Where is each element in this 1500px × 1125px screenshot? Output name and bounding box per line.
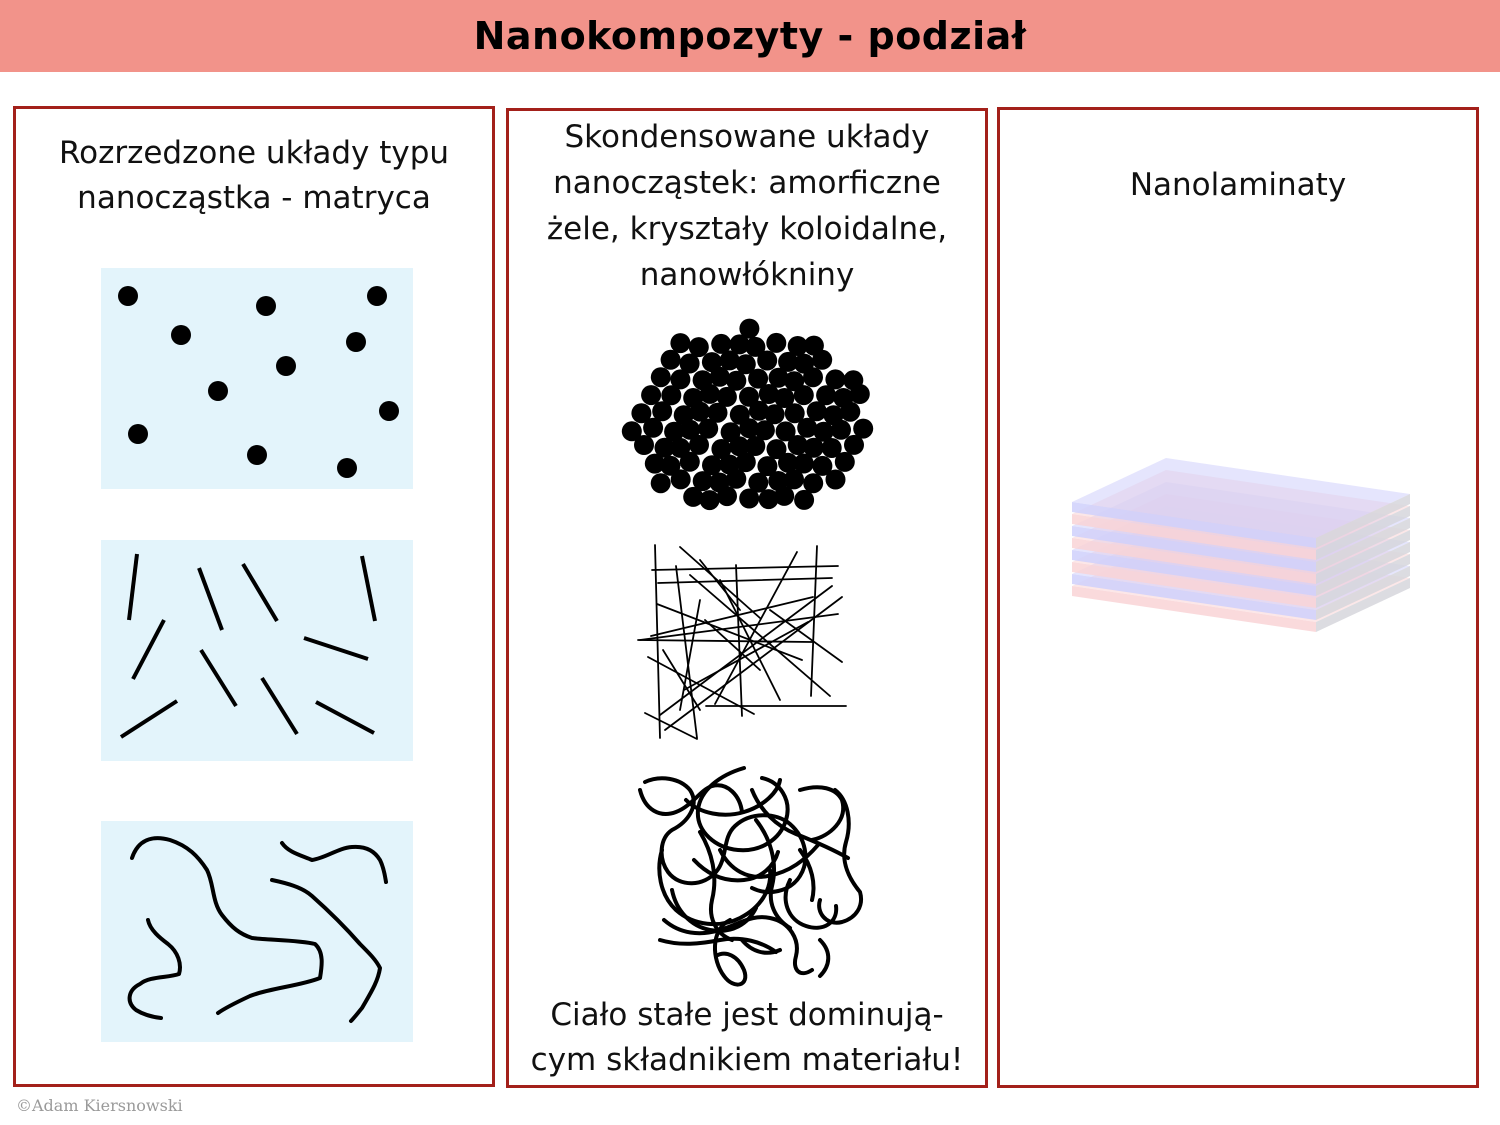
dispersed-rods-icon [101,540,413,761]
layer-stack-icon [1072,458,1410,632]
heading-line: Skondensowane układy [564,119,930,155]
panel-laminates-heading: Nanolaminaty [1129,167,1347,203]
heading-line: nanocząstka - matryca [77,180,431,216]
title-bar: Nanokompozyty - podział [0,0,1500,72]
page-title: Nanokompozyty - podział [473,14,1027,58]
panel-condensed-heading: Skondensowane układy nanocząstek: amorfi… [509,114,985,298]
panel-dilute-heading: Rozrzedzone układy typu nanocząstka - ma… [16,131,492,221]
packed-particles-icon [621,318,874,511]
panel-condensed: Skondensowane układy nanocząstek: amorfi… [506,108,988,1088]
fiber-network-icon [637,544,847,740]
note-line: Ciało stałe jest dominują- [550,997,944,1033]
dispersed-fibers-icon [101,821,413,1042]
condensed-note: Ciało stałe jest dominują- cym składniki… [509,993,985,1083]
copyright: ©Adam Kiersnowski [16,1096,183,1115]
note-line: cym składnikiem materiału! [530,1042,964,1078]
heading-line: żele, kryształy koloidalne, [546,211,948,247]
dispersed-particles-icon [101,268,413,489]
tangled-fibers-icon [638,766,863,987]
heading-line: nanowłókniny [639,257,855,293]
heading-line: nanocząstek: amorficzne [553,165,941,201]
heading-line: Rozrzedzone układy typu [58,135,450,171]
